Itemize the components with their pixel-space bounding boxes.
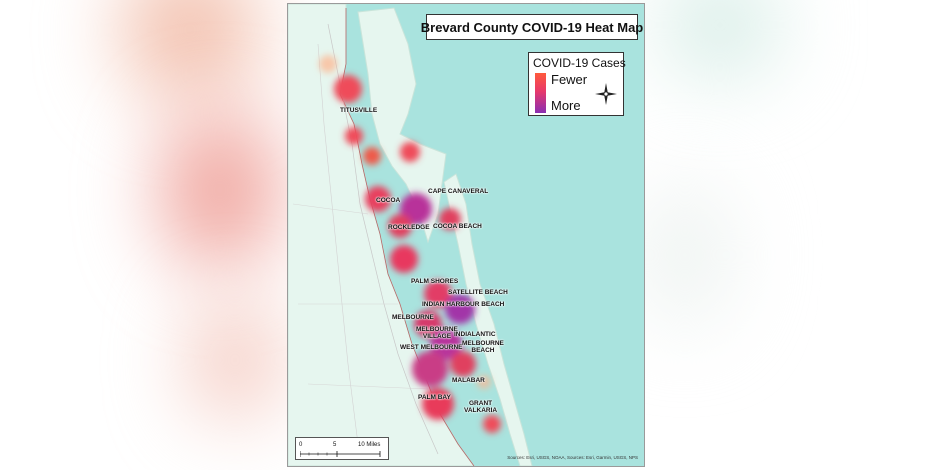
road <box>292 203 429 390</box>
heat-spot <box>390 245 418 273</box>
background-blur-blob <box>160 110 280 270</box>
city-label-cape-canaveral: CAPE CANAVERAL <box>428 188 489 195</box>
merritt-island-land <box>357 7 447 244</box>
heat-spot <box>424 280 452 308</box>
city-label-titusville: TITUSVILLE <box>340 107 378 114</box>
scale-tick-label: 0 <box>299 442 303 448</box>
city-label-melbourne-beach: MELBOURNE BEACH <box>462 340 504 354</box>
heat-spot <box>422 388 454 420</box>
road <box>317 43 359 445</box>
legend-title: COVID-19 Cases <box>533 56 626 70</box>
heat-spot <box>445 294 475 324</box>
heat-spot <box>439 208 461 230</box>
scale-ruler <box>300 451 381 457</box>
city-label-indialantic: INDIALANTIC <box>454 331 496 338</box>
heat-spot <box>388 214 412 238</box>
city-label-satellite-beach: SATELLITE BEACH <box>448 289 508 296</box>
scale-tick-label: 5 <box>333 442 337 448</box>
background-blur-blob <box>190 300 280 420</box>
city-label-indian-harbour-beach: INDIAN HARBOUR BEACH <box>422 301 505 308</box>
barrier-island-land <box>443 173 533 466</box>
road <box>327 23 439 455</box>
city-label-cocoa: COCOA <box>376 197 401 204</box>
legend: COVID-19 Cases Fewer More <box>528 52 626 116</box>
heat-spot <box>414 310 442 338</box>
city-label-malabar: MALABAR <box>452 377 485 384</box>
heat-spot <box>412 351 448 387</box>
heat-spot <box>319 55 337 73</box>
scale-tick-label: 10 Miles <box>358 442 381 448</box>
legend-low-label: Fewer <box>551 72 588 87</box>
heat-spot <box>334 75 362 103</box>
heat-spot <box>363 147 381 165</box>
heat-spot <box>430 328 462 360</box>
background-blur-blob <box>660 0 780 80</box>
city-label-cocoa-beach: COCOA BEACH <box>433 223 482 230</box>
map-title: Brevard County COVID-19 Heat Map <box>421 14 643 40</box>
heat-spot <box>345 127 363 145</box>
heat-spot <box>400 142 420 162</box>
city-label-palm-bay: PALM BAY <box>418 394 451 401</box>
scale-bar: 0 5 10 Miles <box>295 437 389 460</box>
heat-spot <box>477 375 491 389</box>
map-frame: Brevard County COVID-19 Heat Map COVID-1… <box>287 3 645 467</box>
heat-layer <box>319 55 501 433</box>
heat-spot <box>450 351 476 377</box>
heat-spot <box>365 186 391 212</box>
legend-high-label: More <box>551 98 581 113</box>
city-label-west-melbourne: WEST MELBOURNE <box>400 344 463 351</box>
city-label-rockledge: ROCKLEDGE <box>388 224 430 231</box>
city-label-melbourne: MELBOURNE <box>392 314 434 321</box>
map-canvas <box>288 4 533 466</box>
map-attribution: Sources: Esri, USGS, NOAA, Sources: Esri… <box>507 455 638 460</box>
city-label-melbourne-village: MELBOURNE VILLAGE <box>416 326 458 340</box>
north-arrow-icon <box>595 83 617 105</box>
city-label-palm-shores: PALM SHORES <box>411 278 459 285</box>
legend-color-ramp <box>535 73 546 113</box>
city-label-grant-valkaria: GRANT VALKARIA <box>464 400 498 414</box>
background-blur-blob <box>120 0 260 100</box>
heat-spot <box>400 193 432 225</box>
background-blur-blob <box>640 180 730 330</box>
heat-spot <box>483 415 501 433</box>
